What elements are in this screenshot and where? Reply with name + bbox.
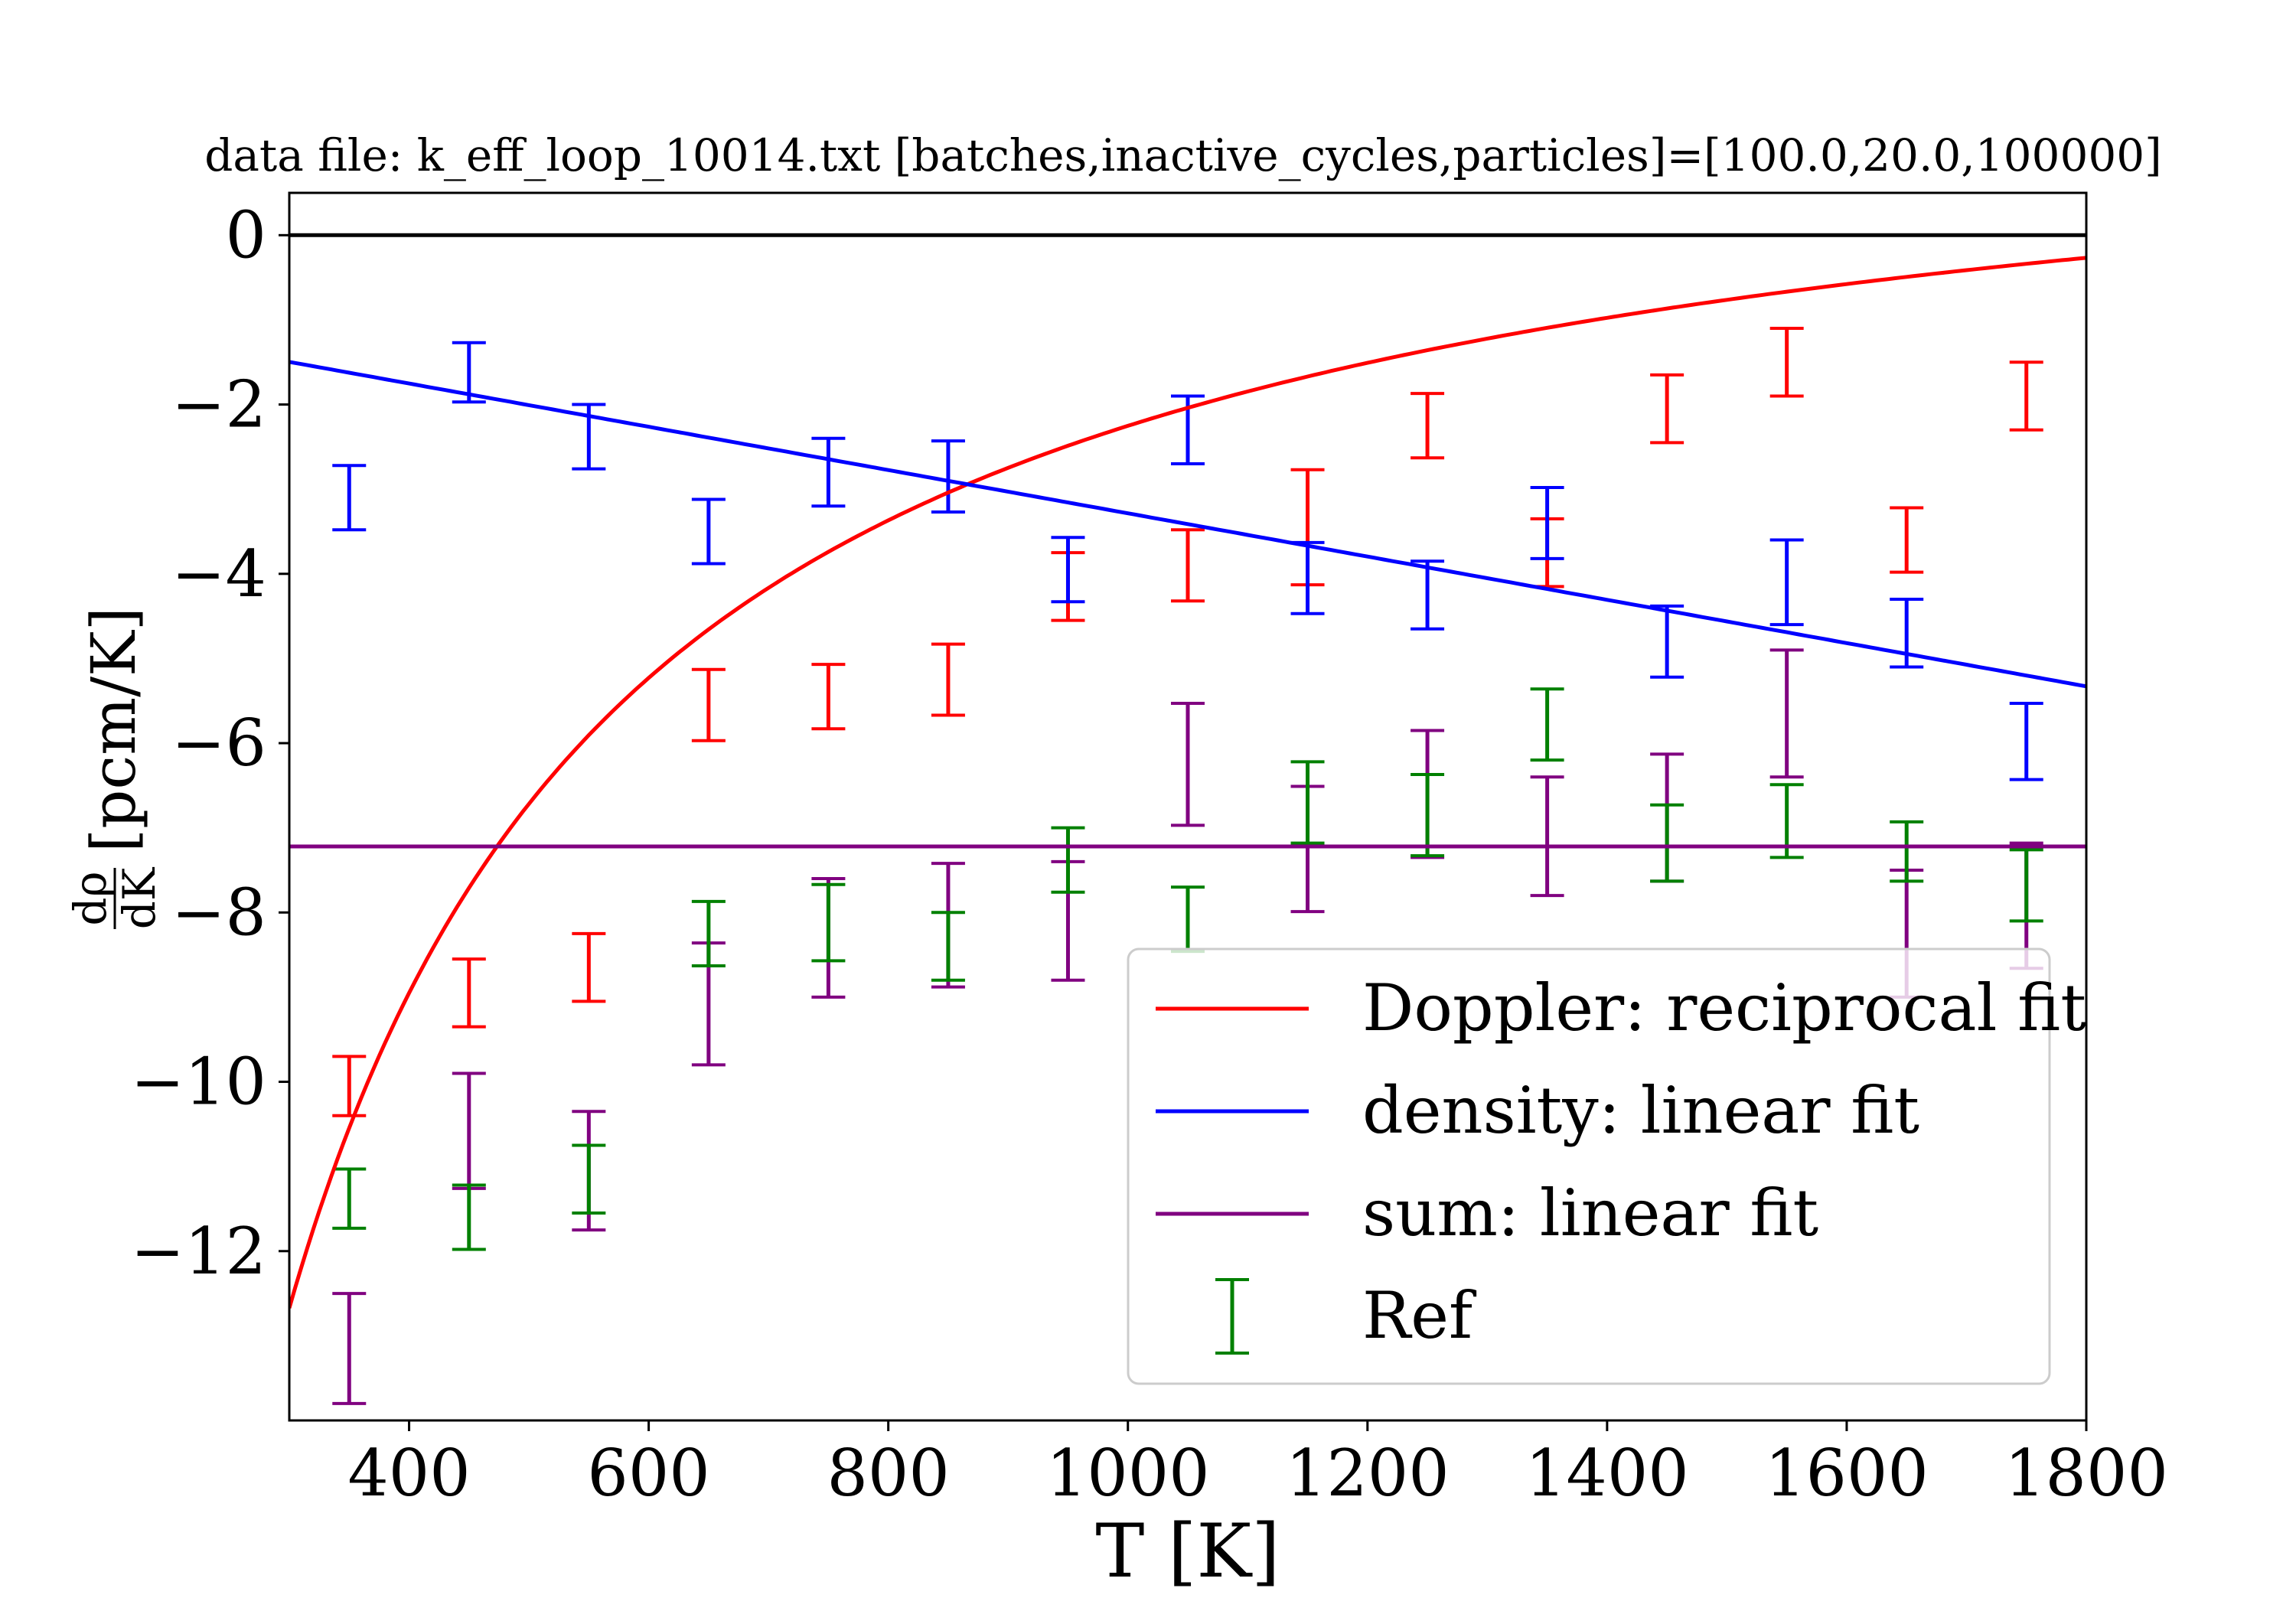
errorbar-series-doppler — [332, 326, 2043, 1117]
errorbar-doppler — [691, 667, 726, 742]
errorbar-sum — [332, 1292, 367, 1405]
errorbar-density — [1051, 536, 1085, 604]
chart-title: data file: k_eff_loop_10014.txt [batches… — [204, 129, 2162, 181]
errorbar-doppler — [1769, 326, 1804, 398]
legend-label: sum: linear fit — [1362, 1176, 1818, 1251]
errorbar-doppler — [572, 931, 606, 1003]
errorbar-doppler — [2009, 360, 2043, 432]
x-tick-label: 400 — [347, 1436, 470, 1511]
y-tick-label: −10 — [131, 1045, 266, 1120]
errorbar-density — [1769, 538, 1804, 627]
errorbar-layer — [332, 326, 2043, 1405]
y-axis-label-denominator: dK — [113, 866, 165, 929]
x-tick-label: 1600 — [1765, 1436, 1929, 1511]
errorbar-density — [1530, 485, 1564, 560]
errorbar-density — [691, 497, 726, 566]
errorbar-doppler — [931, 642, 965, 717]
errorbar-series-density — [332, 341, 2043, 781]
legend: Doppler: reciprocal fit density: linear f… — [1127, 947, 2086, 1385]
fit-line-layer — [289, 256, 2086, 1309]
errorbar-doppler — [1171, 528, 1205, 603]
y-axis-label-numerator: dρ — [64, 871, 116, 925]
errorbar-doppler — [1650, 373, 1684, 445]
errorbar-sum — [452, 1071, 486, 1190]
legend-label: Doppler: reciprocal fit — [1362, 970, 2086, 1045]
fit-line-doppler — [289, 256, 2086, 1309]
errorbar-doppler — [811, 663, 846, 731]
errorbar-ref — [1530, 687, 1564, 762]
y-tick-label: 0 — [226, 197, 266, 272]
fit-line-density — [289, 360, 2086, 689]
y-tick-label: −8 — [171, 875, 266, 950]
y-tick-label: −2 — [171, 367, 266, 442]
x-tick-label: 1000 — [1046, 1436, 1210, 1511]
errorbar-density — [332, 464, 367, 532]
errorbar-doppler — [1890, 506, 1924, 574]
errorbar-ref — [572, 1143, 606, 1215]
errorbar-doppler — [452, 957, 486, 1029]
errorbar-ref — [1290, 760, 1325, 845]
errorbar-density — [452, 341, 486, 404]
errorbar-doppler — [332, 1055, 367, 1117]
errorbar-ref — [1051, 826, 1085, 894]
legend-item: sum: linear fit — [1156, 1176, 1818, 1251]
legend-items: Doppler: reciprocal fit density: linear f… — [1156, 970, 2086, 1355]
errorbar-density — [931, 439, 965, 514]
errorbar-ref — [1411, 772, 1445, 858]
x-tick-label: 1400 — [1525, 1436, 1689, 1511]
legend-item: density: linear fit — [1156, 1073, 1919, 1148]
x-tick-label: 1800 — [2004, 1436, 2168, 1511]
y-axis-label-unit: [pcm/K] — [78, 607, 149, 853]
errorbar-ref — [811, 882, 846, 963]
errorbar-ref — [452, 1183, 486, 1251]
errorbar-ref — [2009, 848, 2043, 923]
x-tick-label: 600 — [587, 1436, 709, 1511]
errorbar-density — [1290, 540, 1325, 615]
errorbar-sum — [1769, 648, 1804, 779]
errorbar-ref — [1171, 885, 1205, 954]
errorbar-density — [1411, 559, 1445, 631]
errorbar-ref — [1890, 820, 1924, 883]
legend-label: density: linear fit — [1362, 1073, 1919, 1148]
y-tick-label: −12 — [131, 1214, 266, 1289]
legend-item: Doppler: reciprocal fit — [1156, 970, 2086, 1045]
x-axis-label: T [K] — [1095, 1508, 1280, 1594]
errorbar-series-ref — [332, 687, 2043, 1251]
y-axis-ticks: 0 −2 −4 −6 −8 −10 −12 — [131, 197, 289, 1289]
errorbar-ref — [332, 1167, 367, 1230]
errorbar-sum — [1530, 775, 1564, 898]
errorbar-ref — [1650, 803, 1684, 883]
errorbar-density — [2009, 702, 2043, 781]
errorbar-density — [1650, 604, 1684, 679]
x-tick-label: 1200 — [1286, 1436, 1450, 1511]
errorbar-density — [811, 436, 846, 508]
y-tick-label: −6 — [171, 706, 266, 781]
legend-box — [1127, 947, 2051, 1385]
errorbar-ref — [691, 899, 726, 967]
x-axis-ticks: 400 600 800 1000 1200 1400 1600 1800 — [347, 1420, 2168, 1511]
errorbar-ref — [931, 911, 965, 982]
errorbar-doppler — [1411, 392, 1445, 460]
legend-item: Ref — [1215, 1278, 1477, 1355]
y-tick-label: −4 — [171, 536, 266, 611]
errorbar-sum — [1171, 702, 1205, 827]
y-axis-label: dρ dK [pcm/K] — [64, 607, 165, 929]
x-tick-label: 800 — [827, 1436, 949, 1511]
legend-label: Ref — [1362, 1278, 1477, 1353]
plot-frame — [288, 191, 2088, 1422]
